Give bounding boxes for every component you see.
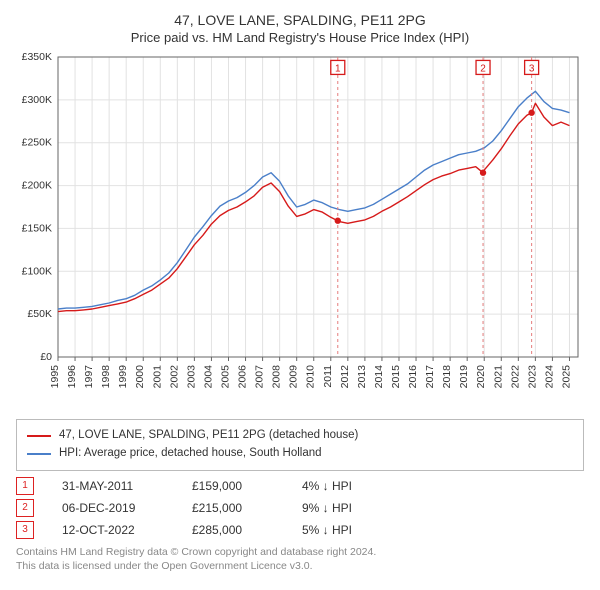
legend-swatch bbox=[27, 453, 51, 455]
svg-text:£300K: £300K bbox=[22, 94, 52, 106]
sale-date: 06-DEC-2019 bbox=[62, 501, 192, 515]
svg-text:2009: 2009 bbox=[288, 365, 300, 389]
footer: Contains HM Land Registry data © Crown c… bbox=[16, 545, 584, 573]
svg-text:2016: 2016 bbox=[407, 365, 419, 389]
chart: £0 £50K £100K £150K £200K £250K £300K £350K 1995… bbox=[12, 51, 588, 411]
sale-marker-icon: 2 bbox=[16, 499, 34, 517]
svg-text:£0: £0 bbox=[40, 351, 52, 363]
legend-label: 47, LOVE LANE, SPALDING, PE11 2PG (detac… bbox=[59, 427, 358, 444]
svg-text:2008: 2008 bbox=[271, 365, 283, 389]
svg-text:2021: 2021 bbox=[492, 365, 504, 389]
sale-diff: 5% ↓ HPI bbox=[302, 523, 402, 537]
svg-text:1998: 1998 bbox=[100, 365, 112, 389]
sale-price: £285,000 bbox=[192, 523, 302, 537]
legend-label: HPI: Average price, detached house, Sout… bbox=[59, 445, 322, 462]
svg-text:£100K: £100K bbox=[22, 265, 52, 277]
svg-text:2006: 2006 bbox=[237, 365, 249, 389]
legend-row: 47, LOVE LANE, SPALDING, PE11 2PG (detac… bbox=[27, 427, 573, 444]
svg-text:£250K: £250K bbox=[22, 137, 52, 149]
svg-text:2013: 2013 bbox=[356, 365, 368, 389]
titles: 47, LOVE LANE, SPALDING, PE11 2PG Price … bbox=[12, 12, 588, 45]
sale-date: 12-OCT-2022 bbox=[62, 523, 192, 537]
svg-text:2004: 2004 bbox=[202, 365, 214, 389]
sale-price: £215,000 bbox=[192, 501, 302, 515]
sales-table: 1 31-MAY-2011 £159,000 4% ↓ HPI 2 06-DEC… bbox=[16, 477, 584, 539]
svg-text:2010: 2010 bbox=[305, 365, 317, 389]
legend-row: HPI: Average price, detached house, Sout… bbox=[27, 445, 573, 462]
svg-text:1996: 1996 bbox=[66, 365, 78, 389]
svg-text:2: 2 bbox=[480, 63, 486, 74]
svg-text:2015: 2015 bbox=[390, 365, 402, 389]
svg-text:2018: 2018 bbox=[441, 365, 453, 389]
svg-text:2023: 2023 bbox=[526, 365, 538, 389]
legend: 47, LOVE LANE, SPALDING, PE11 2PG (detac… bbox=[16, 419, 584, 471]
sale-marker-icon: 3 bbox=[16, 521, 34, 539]
svg-text:£50K: £50K bbox=[27, 308, 52, 320]
svg-text:2017: 2017 bbox=[424, 365, 436, 389]
title-main: 47, LOVE LANE, SPALDING, PE11 2PG bbox=[12, 12, 588, 28]
svg-text:3: 3 bbox=[529, 63, 535, 74]
svg-text:2011: 2011 bbox=[322, 365, 334, 388]
sales-row: 2 06-DEC-2019 £215,000 9% ↓ HPI bbox=[16, 499, 584, 517]
svg-text:2014: 2014 bbox=[373, 365, 385, 389]
title-sub: Price paid vs. HM Land Registry's House … bbox=[12, 30, 588, 45]
sales-row: 3 12-OCT-2022 £285,000 5% ↓ HPI bbox=[16, 521, 584, 539]
svg-text:2003: 2003 bbox=[185, 365, 197, 389]
svg-text:2002: 2002 bbox=[168, 365, 180, 389]
svg-text:2022: 2022 bbox=[509, 365, 521, 389]
sale-marker-icon: 1 bbox=[16, 477, 34, 495]
sales-row: 1 31-MAY-2011 £159,000 4% ↓ HPI bbox=[16, 477, 584, 495]
sale-diff: 4% ↓ HPI bbox=[302, 479, 402, 493]
svg-text:£200K: £200K bbox=[22, 180, 52, 192]
footer-line: This data is licensed under the Open Gov… bbox=[16, 559, 584, 573]
svg-text:2024: 2024 bbox=[543, 365, 555, 389]
svg-text:2005: 2005 bbox=[219, 365, 231, 389]
svg-text:2020: 2020 bbox=[475, 365, 487, 389]
svg-text:2000: 2000 bbox=[134, 365, 146, 389]
svg-text:1: 1 bbox=[335, 63, 341, 74]
svg-text:£150K: £150K bbox=[22, 222, 52, 234]
sale-date: 31-MAY-2011 bbox=[62, 479, 192, 493]
sale-price: £159,000 bbox=[192, 479, 302, 493]
sale-diff: 9% ↓ HPI bbox=[302, 501, 402, 515]
svg-text:1999: 1999 bbox=[117, 365, 129, 389]
svg-text:1995: 1995 bbox=[49, 365, 61, 389]
svg-text:2019: 2019 bbox=[458, 365, 470, 389]
chart-svg: £0 £50K £100K £150K £200K £250K £300K £350K 1995… bbox=[12, 51, 588, 411]
svg-text:2001: 2001 bbox=[151, 365, 163, 389]
chart-container: 47, LOVE LANE, SPALDING, PE11 2PG Price … bbox=[0, 0, 600, 583]
svg-text:2007: 2007 bbox=[254, 365, 266, 389]
svg-text:2012: 2012 bbox=[339, 365, 351, 389]
svg-text:£350K: £350K bbox=[22, 51, 52, 63]
svg-text:1997: 1997 bbox=[83, 365, 95, 389]
legend-swatch bbox=[27, 435, 51, 437]
svg-text:2025: 2025 bbox=[560, 365, 572, 389]
footer-line: Contains HM Land Registry data © Crown c… bbox=[16, 545, 584, 559]
